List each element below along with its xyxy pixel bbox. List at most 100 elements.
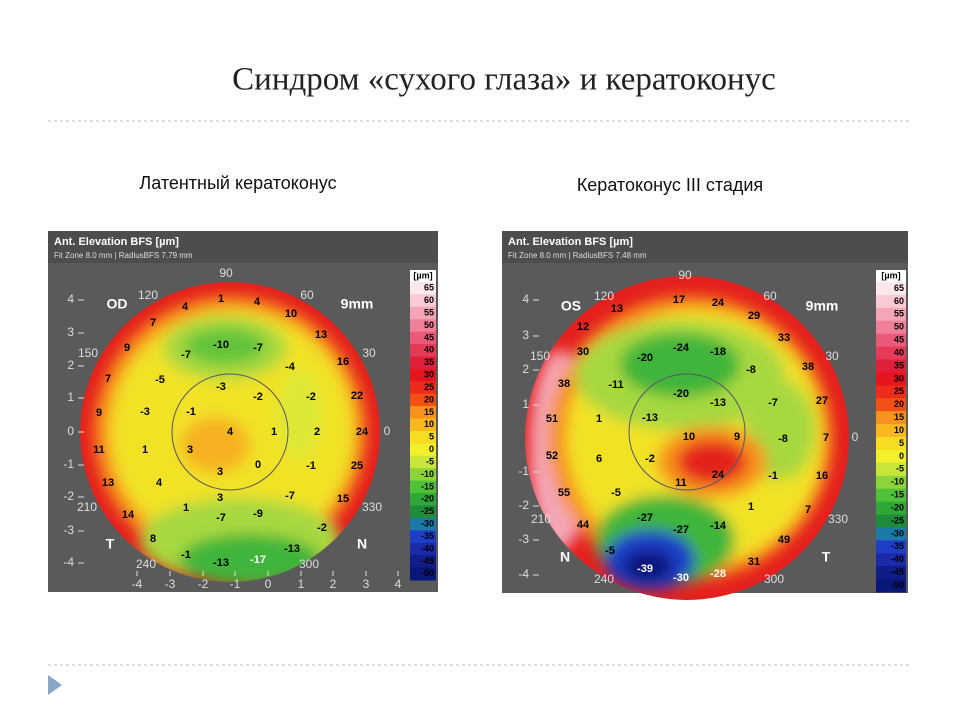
scale-label: 30 (894, 373, 904, 383)
angle-label: 300 (764, 572, 784, 586)
elevation-value: 3 (217, 466, 223, 478)
elevation-value: -30 (673, 572, 689, 584)
elevation-value: 27 (816, 395, 828, 407)
caption: Латентный кератоконус (139, 173, 336, 193)
scale-label: -35 (891, 541, 904, 551)
scale-label: 60 (894, 296, 904, 306)
scale-swatch (410, 418, 436, 432)
scale-swatch (410, 381, 436, 395)
scale-label: 25 (894, 386, 904, 396)
angle-label: 330 (828, 512, 848, 526)
side-label: T (106, 536, 115, 552)
scale-swatch (876, 540, 906, 554)
elevation-value: 12 (577, 321, 589, 333)
scale-label: -15 (421, 481, 434, 491)
elevation-value: -1 (186, 406, 196, 418)
angle-label: 210 (77, 500, 97, 514)
elevation-value: 1 (142, 444, 148, 456)
elevation-value: -13 (213, 557, 229, 569)
scale-label: -20 (421, 494, 434, 504)
scale-label: 20 (894, 399, 904, 409)
scale-swatch (876, 501, 906, 515)
angle-label: 150 (530, 349, 550, 363)
scale-swatch (876, 333, 906, 348)
angle-label: 210 (531, 512, 551, 526)
elevation-value: 13 (315, 329, 327, 341)
elevation-value: -17 (250, 554, 266, 566)
scale-label: -50 (421, 568, 434, 578)
elevation-value: 4 (182, 301, 189, 313)
elevation-value: -7 (768, 397, 778, 409)
scale-swatch (410, 542, 436, 556)
elevation-value: 3 (187, 444, 193, 456)
elevation-value: 49 (778, 534, 790, 546)
y-tick-label: -2 (518, 498, 529, 512)
elevation-value: 51 (546, 413, 558, 425)
elevation-value: -1 (306, 460, 316, 472)
side-label: T (822, 549, 831, 565)
elevation-value: -20 (673, 388, 689, 400)
map-header (502, 231, 908, 263)
angle-label: 0 (384, 424, 391, 438)
scale-label: 55 (424, 307, 434, 317)
elevation-value: -18 (710, 346, 726, 358)
scale-swatch (876, 320, 906, 335)
elevation-value: 1 (596, 413, 602, 425)
scale-label: 0 (429, 444, 434, 454)
scale-label: 65 (894, 283, 904, 293)
y-tick-label: 4 (522, 292, 529, 306)
y-tick-label: -1 (518, 464, 529, 478)
elevation-value: 44 (577, 519, 590, 531)
elevation-value: 0 (255, 459, 261, 471)
scale-label: 45 (424, 332, 434, 342)
scale-swatch (876, 488, 906, 503)
scale-label: -10 (421, 469, 434, 479)
map-subtitle: Fit Zone 8.0 mm | RadiusBFS 7.79 mm (54, 251, 193, 260)
elevation-value: -13 (284, 543, 300, 555)
scale-swatch (876, 346, 906, 360)
scale-swatch (410, 431, 436, 444)
elevation-value: 1 (218, 293, 224, 305)
y-tick-label: -1 (63, 457, 74, 471)
angle-label: 330 (362, 500, 382, 514)
y-tick-label: -2 (63, 489, 74, 503)
elevation-value: 9 (124, 342, 130, 354)
elevation-value: -4 (285, 361, 296, 373)
elevation-value: -5 (155, 374, 165, 386)
x-tick-label: -4 (132, 577, 143, 591)
scale-label: -30 (421, 519, 434, 529)
elevation-value: 1 (748, 501, 754, 513)
scale-swatch (876, 424, 906, 438)
elevation-value: 10 (683, 431, 695, 443)
elevation-value: 22 (351, 390, 363, 402)
elevation-value: -13 (710, 397, 726, 409)
elevation-value: 38 (802, 361, 814, 373)
elevation-value: -28 (710, 568, 726, 580)
elevation-value: 3 (217, 492, 223, 504)
caption: Кератоконус III стадия (577, 175, 763, 195)
angle-label: 240 (594, 572, 614, 586)
scale-swatch (876, 566, 906, 580)
elevation-value: 4 (227, 426, 234, 438)
slide-title: Синдром «сухого глаза» и кератоконус (232, 62, 776, 98)
scale-swatch (410, 493, 436, 506)
scale-label: 0 (899, 451, 904, 461)
y-tick-label: 1 (522, 397, 529, 411)
elevation-value: 30 (577, 346, 589, 358)
y-tick-label: -4 (63, 555, 74, 569)
scale-swatch (410, 530, 436, 544)
elevation-value: 13 (611, 303, 623, 315)
scale-swatch (876, 385, 906, 399)
elevation-value: 55 (558, 487, 570, 499)
scale-swatch (410, 356, 436, 370)
scale-label: 50 (424, 320, 434, 330)
scale-swatch (876, 282, 906, 296)
scale-label: 45 (894, 335, 904, 345)
angle-label: 30 (362, 346, 376, 360)
nav-arrow (48, 675, 62, 695)
x-tick-label: 1 (298, 577, 305, 591)
scale-label: 50 (894, 322, 904, 332)
elevation-value: -3 (216, 381, 226, 393)
scale-swatch (410, 344, 436, 357)
